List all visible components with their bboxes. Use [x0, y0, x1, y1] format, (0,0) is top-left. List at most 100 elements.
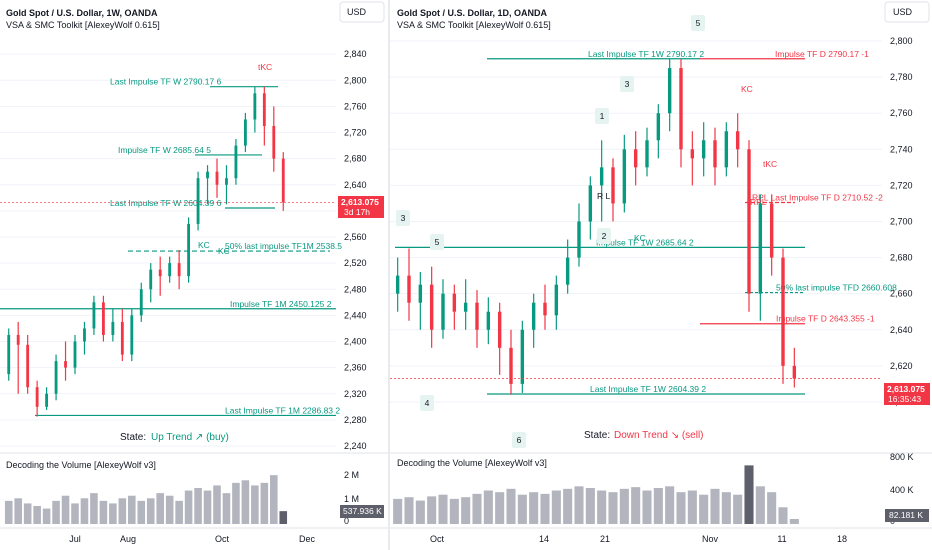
price-tick-label: 2,620: [890, 361, 913, 371]
time-tick-label: Oct: [215, 534, 230, 544]
candle-body: [792, 365, 797, 379]
candle-body: [168, 263, 172, 277]
left-volume-badge-bg: [340, 505, 384, 518]
wave-label: 6: [517, 435, 522, 445]
candle-body: [16, 334, 20, 345]
price-tick-label: 2,800: [344, 75, 367, 85]
left-candles: [0, 86, 336, 417]
right-state-label: State:: [584, 430, 610, 441]
candle-body: [486, 311, 491, 330]
candle-body: [139, 289, 143, 316]
left-annotations: tKC KC KC: [198, 62, 272, 256]
wave-label: 1: [600, 111, 605, 121]
time-tick-label: Aug: [120, 534, 136, 544]
wave-label: 5: [696, 18, 701, 28]
candle-body: [543, 302, 547, 316]
candle-body: [130, 315, 134, 355]
level-label: Last Impulse TF 1M 2286.83 2: [225, 405, 340, 415]
volume-bar: [733, 494, 743, 524]
candle-body: [196, 178, 200, 224]
volume-bar: [789, 518, 799, 524]
wave-label: 2: [602, 231, 607, 241]
candle-body: [622, 149, 627, 204]
volume-bar: [449, 498, 459, 524]
right-time-axis[interactable]: Oct 14 21 Nov 11 18: [430, 534, 847, 544]
volume-bar: [251, 485, 259, 524]
price-tick-label: 2,400: [344, 337, 367, 347]
volume-bar: [146, 498, 155, 524]
left-time-axis[interactable]: Jul Aug Oct Dec: [69, 534, 315, 544]
candle-body: [520, 329, 525, 384]
level-label: RPL Last Impulse TF D 2710.52 -2: [752, 193, 883, 203]
volume-bar: [4, 500, 13, 524]
candle-body: [158, 269, 162, 277]
wave-label-bg: [430, 234, 444, 250]
volume-bar: [203, 490, 212, 524]
price-tick-label: 2,240: [344, 441, 367, 451]
left-panel: Gold Spot / U.S. Dollar, 1W, OANDA VSA &…: [0, 0, 388, 550]
volume-bar: [270, 475, 278, 524]
right-price-badge: 2,613.075 16:35:43: [884, 383, 930, 405]
volume-bar: [118, 498, 127, 524]
volume-bar: [608, 492, 618, 524]
time-tick-label: Dec: [299, 534, 316, 544]
volume-bar: [642, 490, 652, 524]
volume-bar: [551, 490, 561, 524]
volume-bar: [483, 490, 493, 524]
annotation-label: tKC: [763, 159, 777, 169]
level-label: Last Impulse TF W 2604.39 6: [110, 198, 222, 208]
level-label: Last Impulse TF 1W 2604.39 2: [590, 384, 706, 394]
candle-body: [73, 341, 77, 368]
wave-label-bg: [512, 432, 526, 448]
wave-label-bg: [420, 395, 434, 411]
volume-bar: [184, 490, 193, 524]
right-candles: [390, 59, 882, 395]
level-label: Impulse TF D 2643.355 -1: [776, 314, 875, 324]
candle-body: [452, 293, 457, 312]
volume-bar: [767, 492, 777, 524]
annotation-label: KC: [218, 246, 230, 256]
candle-body: [149, 269, 153, 290]
right-volume-title: Decoding the Volume [AlexeyWolf v3]: [397, 458, 547, 468]
candle-body: [26, 344, 30, 388]
left-chart-title: Gold Spot / U.S. Dollar, 1W, OANDA: [6, 8, 158, 18]
candle-body: [111, 321, 115, 335]
volume-bar: [42, 508, 51, 524]
candle-body: [407, 275, 411, 303]
right-currency-button[interactable]: [884, 1, 930, 23]
wave-label-bg: [595, 108, 609, 124]
level-label: Impulse TF W 2685.64 5: [118, 145, 211, 155]
left-volume-badge: 537.936 K: [343, 506, 382, 516]
volume-bar: [404, 497, 414, 524]
candle-body: [531, 302, 536, 330]
price-tick-label: 2,640: [344, 180, 367, 190]
left-state-label: State:: [120, 432, 146, 443]
left-price-badge: 2,613.075 3d 17h: [338, 196, 384, 218]
candle-body: [565, 257, 570, 285]
candle-body: [429, 284, 434, 330]
volume-bar: [194, 488, 202, 524]
left-currency-button[interactable]: [339, 1, 385, 23]
volume-bar: [232, 482, 240, 524]
right-volume-badge: 82.181 K: [889, 510, 923, 520]
price-tick-label: 2,680: [890, 253, 913, 263]
wave-label: 5: [435, 237, 440, 247]
wave-label: 3: [625, 79, 630, 89]
left-currency-label: USD: [347, 7, 367, 17]
volume-bar: [529, 492, 539, 524]
candle-body: [690, 149, 695, 159]
volume-bar: [33, 506, 41, 524]
right-price-axis[interactable]: 2,800 2,780 2,760 2,740 2,720 2,700 2,680 2,660…: [890, 36, 913, 407]
price-tick-label: 2,760: [344, 101, 367, 111]
right-state-value: Down Trend ↘ (sell): [614, 430, 704, 441]
right-chart-title: Gold Spot / U.S. Dollar, 1D, OANDA: [397, 8, 548, 18]
volume-bar: [241, 480, 250, 524]
candle-body: [92, 302, 96, 329]
candle-body: [272, 125, 276, 159]
volume-bar: [415, 500, 425, 524]
price-tick-label: 2,800: [890, 36, 913, 46]
left-state-value: Up Trend ↗ (buy): [151, 432, 229, 443]
candle-body: [395, 275, 400, 294]
time-tick-label: Oct: [430, 534, 445, 544]
candle-body: [588, 185, 593, 222]
